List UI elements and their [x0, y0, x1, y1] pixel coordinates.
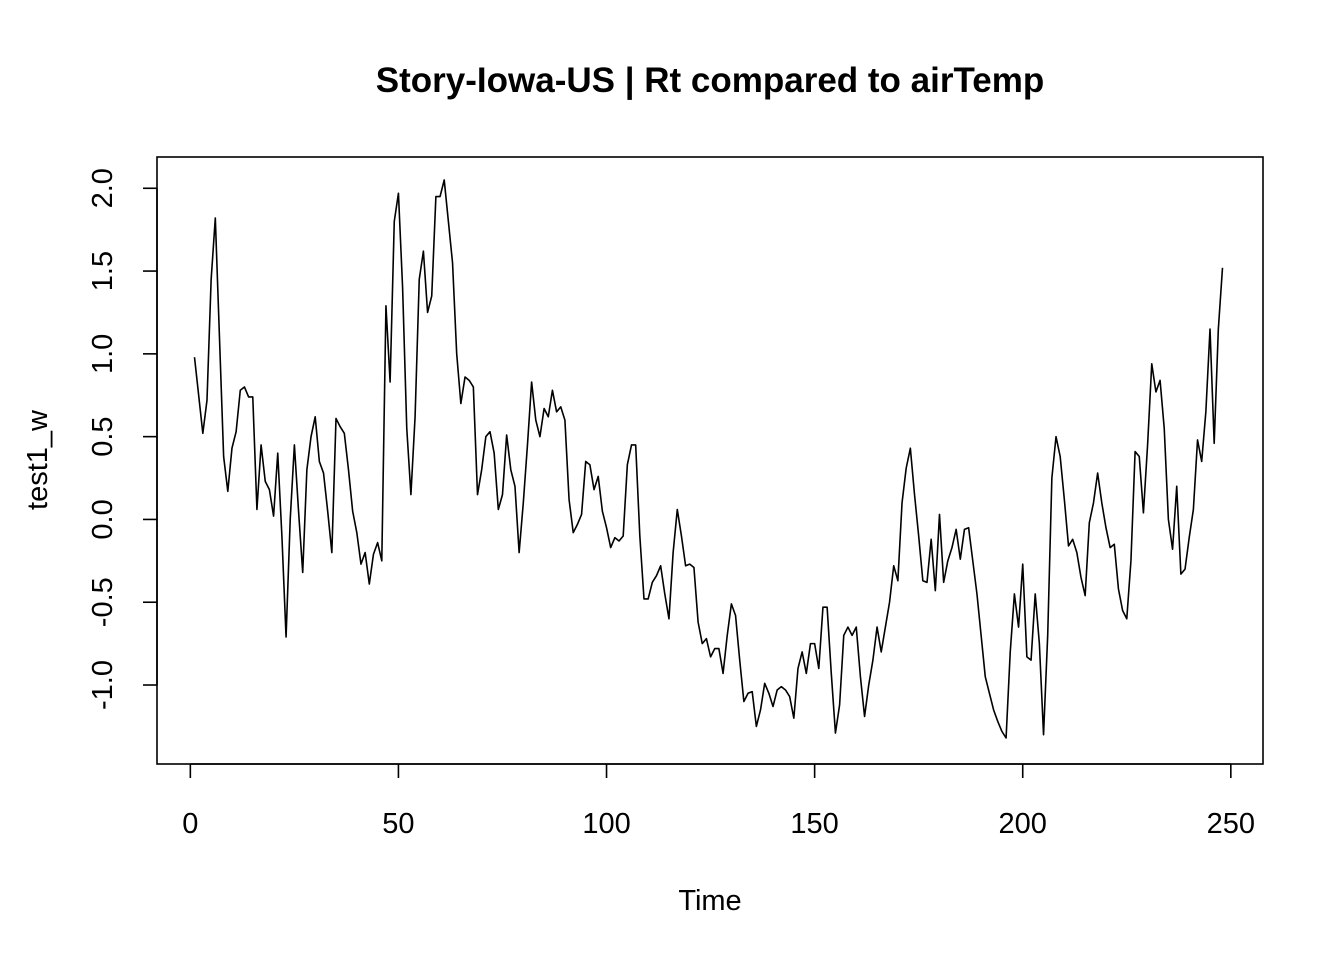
y-axis-label: test1_w [22, 409, 54, 510]
series-line [193, 179, 1224, 739]
x-axis: 0 50 100 150 200 250 [182, 763, 1255, 840]
y-tick-label: 1.0 [87, 334, 119, 374]
x-tick-label: 50 [382, 808, 414, 840]
y-tick-label: 0.5 [87, 416, 119, 456]
x-tick-label: 100 [582, 808, 630, 840]
plot-frame [156, 156, 1264, 765]
y-tick-label: 1.5 [87, 251, 119, 291]
y-axis: -1.0 -0.5 0.0 0.5 1.0 1.5 2.0 [87, 168, 158, 710]
y-tick-label: -0.5 [87, 577, 119, 627]
chart-title: Story-Iowa-US | Rt compared to airTemp [376, 61, 1044, 100]
x-tick-label: 250 [1207, 808, 1255, 840]
x-tick-label: 0 [182, 808, 198, 840]
y-tick-label: 2.0 [87, 168, 119, 208]
x-tick-label: 200 [999, 808, 1047, 840]
x-tick-label: 150 [790, 808, 838, 840]
x-axis-label: Time [678, 885, 741, 917]
y-tick-label: 0.0 [87, 499, 119, 539]
y-tick-label: -1.0 [87, 660, 119, 710]
